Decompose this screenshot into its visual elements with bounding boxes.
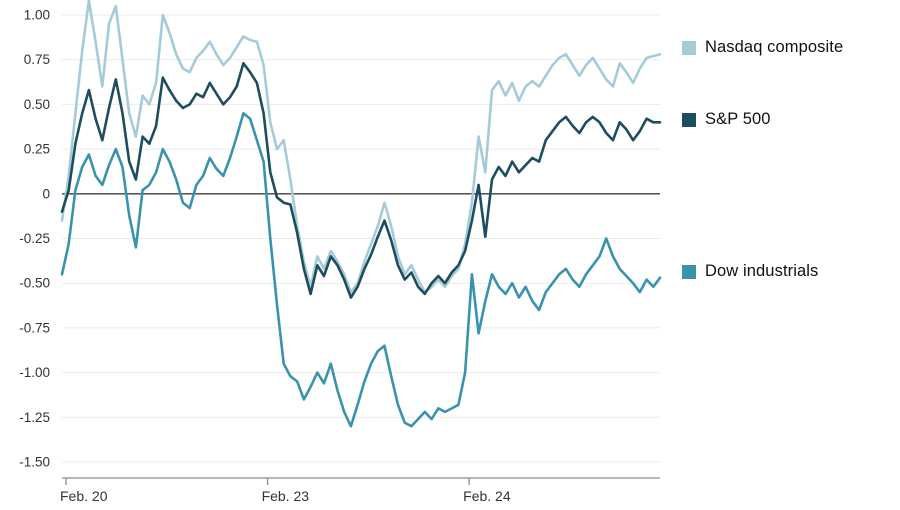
x-tick-label: Feb. 20: [60, 488, 108, 504]
y-tick-label: -1.00: [19, 365, 50, 380]
x-tick-label: Feb. 24: [463, 488, 511, 504]
y-tick-label: 0: [42, 186, 50, 201]
y-tick-label: -1.50: [19, 455, 50, 470]
y-tick-label: 1.00: [24, 8, 50, 23]
y-tick-label: -1.25: [19, 410, 50, 425]
y-tick-label: 0.50: [24, 97, 50, 112]
series-line-nasdaq-composite: [60, 0, 662, 294]
y-tick-label: -0.25: [19, 231, 50, 246]
y-tick-label: 0.25: [24, 142, 50, 157]
y-tick-label: -0.75: [19, 320, 50, 335]
y-tick-label: -0.50: [19, 276, 50, 291]
x-tick-label: Feb. 23: [262, 488, 310, 504]
series-line-dow-industrials: [60, 112, 662, 428]
series-line-s-p-500: [60, 61, 662, 299]
y-tick-label: 0.75: [24, 52, 50, 67]
